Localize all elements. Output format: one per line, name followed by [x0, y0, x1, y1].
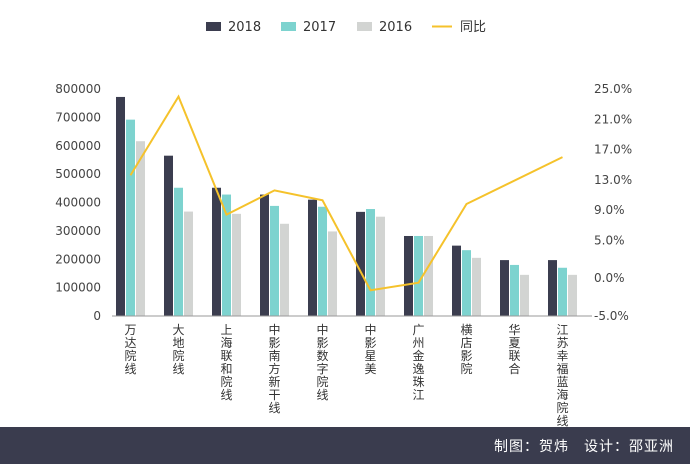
bar-2018	[548, 260, 557, 316]
legend-swatch	[206, 22, 221, 31]
bar-2018	[356, 211, 365, 316]
bar-2016	[136, 141, 145, 316]
right-tick-label: 21.0%	[594, 112, 632, 126]
bar-2018	[212, 187, 221, 316]
bar-2017	[318, 206, 327, 316]
yoy-line-group	[129, 94, 563, 292]
category-label: 大地院线	[172, 323, 184, 376]
left-tick-label: 0	[93, 309, 101, 323]
footer-credit: 制图：贺炜 设计：邵亚洲	[494, 439, 674, 455]
right-y-axis: -5.0% 0.0% 5.0% 9.0% 13.0% 17.0% 21.0% 25.0%	[594, 82, 632, 323]
bar-2018	[404, 235, 413, 316]
legend-swatch	[281, 22, 296, 31]
left-tick-label: 600000	[55, 139, 101, 153]
left-tick-label: 500000	[55, 167, 101, 181]
bar-2017	[462, 250, 471, 316]
bar-2018	[500, 260, 509, 316]
legend-label: 2018	[228, 20, 261, 35]
bar-2016	[376, 216, 385, 316]
footer-bar: 制图：贺炜 设计：邵亚洲	[0, 427, 690, 464]
category-label: 中影数字院线	[316, 322, 328, 402]
bar-2017	[222, 194, 231, 316]
right-tick-label: 9.0%	[594, 203, 625, 217]
category-label: 上海联和院线	[220, 323, 232, 402]
bar-2018	[308, 199, 317, 316]
right-tick-label: 13.0%	[594, 173, 632, 187]
left-tick-label: 300000	[55, 224, 101, 238]
right-tick-label: -5.0%	[594, 309, 629, 323]
left-tick-label: 200000	[55, 252, 101, 266]
bar-2016	[424, 235, 433, 316]
bar-2017	[174, 187, 183, 316]
bar-2017	[270, 205, 279, 316]
bar-2018	[452, 245, 461, 316]
left-y-axis: 0 100000 200000 300000 400000 500000 600000 700…	[55, 82, 101, 323]
bar-2016	[472, 257, 481, 316]
category-label: 广州金逸珠江	[412, 323, 424, 402]
left-tick-label: 700000	[55, 110, 101, 124]
legend-label: 2016	[379, 20, 412, 35]
bar-2016	[520, 274, 529, 316]
legend-label: 同比	[460, 20, 486, 35]
category-label: 中影星美	[364, 322, 376, 376]
bar-2016	[184, 211, 193, 316]
bar-2016	[568, 274, 577, 316]
bar-2017	[126, 119, 135, 317]
right-tick-label: 0.0%	[594, 271, 625, 285]
left-tick-label: 100000	[55, 281, 101, 295]
bar-2017	[510, 264, 519, 316]
bar-2018	[116, 96, 125, 316]
bar-group	[116, 96, 577, 317]
legend-swatch	[357, 22, 372, 31]
category-label: 中影南方新干线	[268, 322, 280, 415]
left-tick-label: 400000	[55, 196, 101, 210]
category-label: 江苏幸福蓝海院线	[556, 323, 568, 428]
legend: 2018 2017 2016 同比	[206, 20, 486, 35]
bar-2018	[164, 155, 173, 316]
right-tick-label: 25.0%	[594, 82, 632, 96]
bar-2017	[414, 235, 423, 316]
bar-2017	[558, 267, 567, 316]
bar-2016	[328, 231, 337, 316]
right-tick-label: 5.0%	[594, 233, 625, 247]
legend-label: 2017	[303, 20, 336, 35]
left-tick-label: 800000	[55, 82, 101, 96]
bar-2017	[366, 209, 375, 316]
category-labels: 万达院线 大地院线 上海联和院线 中影南方新干线 中影数字院线 中影星美 广州金逸珠江 横店影…	[124, 322, 568, 428]
bar-2016	[232, 213, 241, 316]
category-label: 万达院线	[124, 323, 136, 376]
yoy-line	[129, 94, 563, 292]
bar-2016	[280, 223, 289, 316]
bar-2018	[260, 194, 269, 316]
category-label: 华夏联合	[508, 323, 520, 376]
category-label: 横店影院	[460, 323, 472, 376]
right-tick-label: 17.0%	[594, 143, 632, 157]
